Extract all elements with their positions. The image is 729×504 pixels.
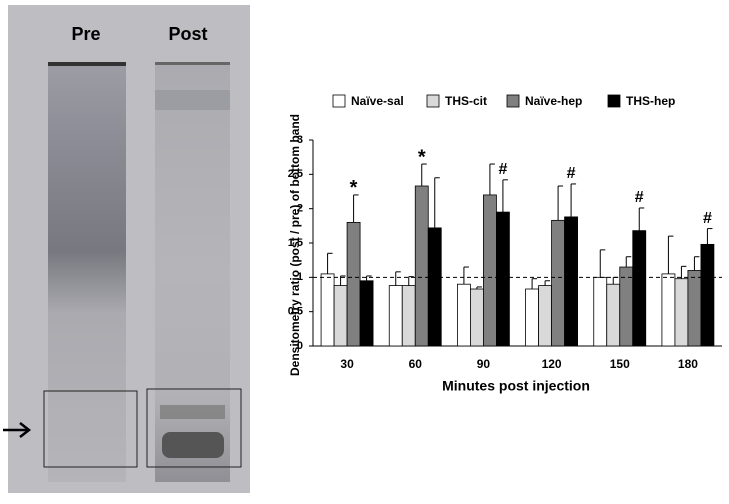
- legend-swatch: [426, 94, 440, 108]
- bar: [593, 276, 608, 347]
- bar: [551, 219, 565, 347]
- bar: [414, 185, 429, 347]
- bar: [606, 283, 621, 347]
- bar: [496, 211, 510, 347]
- bar: [346, 221, 361, 347]
- significance-marker: #: [567, 165, 576, 182]
- bar: [483, 194, 497, 347]
- bar: [525, 288, 539, 347]
- x-tick-label: 30: [340, 357, 354, 371]
- bar: [564, 216, 578, 347]
- bar: [333, 285, 348, 347]
- y-axis-title: Densitometry ratio (post / pre) of botto…: [288, 114, 302, 376]
- bar: [359, 280, 374, 347]
- y-tick-label: 0: [297, 340, 303, 352]
- legend-swatch: [506, 94, 520, 108]
- x-tick-label: 120: [542, 357, 562, 371]
- lane-label: Post: [168, 24, 207, 44]
- y-tick-label: 2: [297, 203, 303, 215]
- significance-marker: #: [635, 189, 644, 206]
- y-tick-label: 1.5: [288, 237, 303, 249]
- bar: [700, 243, 715, 347]
- significance-marker: #: [498, 161, 507, 178]
- y-tick-label: 0.5: [288, 306, 303, 318]
- bar: [632, 230, 647, 347]
- bar: [687, 270, 702, 347]
- bar: [401, 285, 416, 347]
- significance-marker: #: [703, 210, 712, 227]
- x-axis-title: Minutes post injection: [442, 378, 590, 394]
- legend-label: Naïve-hep: [525, 94, 582, 108]
- legend-label: THS-cit: [445, 94, 487, 108]
- x-tick-label: 180: [678, 357, 698, 371]
- legend-swatch: [332, 94, 346, 108]
- significance-marker: *: [350, 177, 358, 199]
- legend-swatch: [607, 94, 621, 108]
- x-tick-label: 90: [477, 357, 491, 371]
- bar: [427, 227, 442, 347]
- bar: [457, 283, 471, 347]
- legend-label: Naïve-sal: [351, 94, 404, 108]
- y-tick-label: 2.5: [288, 168, 303, 180]
- bar: [674, 278, 689, 347]
- legend-label: THS-hep: [626, 94, 675, 108]
- bar: [388, 285, 403, 347]
- bar: [320, 273, 335, 347]
- lane-label: Pre: [71, 24, 100, 44]
- y-tick-label: 3: [297, 134, 303, 146]
- significance-marker: *: [418, 146, 426, 168]
- x-tick-label: 60: [409, 357, 423, 371]
- bar: [619, 266, 634, 347]
- bar: [470, 288, 484, 347]
- gel-image: [3, 5, 250, 493]
- bar: [538, 285, 552, 347]
- x-tick-label: 150: [610, 357, 630, 371]
- y-tick-label: 1: [297, 271, 303, 283]
- bar: [661, 273, 676, 347]
